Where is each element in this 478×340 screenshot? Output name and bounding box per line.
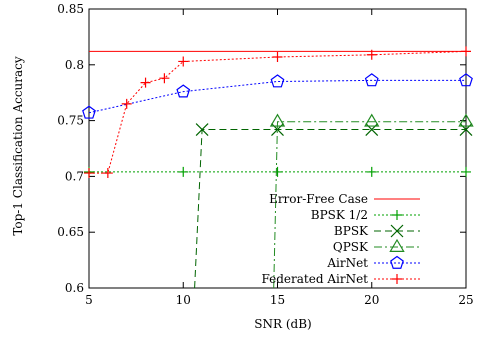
legend-label: BPSK 1/2 bbox=[311, 208, 368, 222]
data-point bbox=[159, 73, 170, 84]
data-point bbox=[82, 105, 96, 119]
y-tick-label: 0.8 bbox=[65, 58, 84, 72]
legend-item: AirNet bbox=[326, 255, 420, 270]
data-point bbox=[364, 113, 380, 127]
series-line bbox=[89, 50, 467, 174]
y-tick-label: 0.65 bbox=[57, 225, 84, 239]
data-point bbox=[366, 166, 377, 177]
data-point bbox=[195, 123, 209, 136]
series-5 bbox=[84, 46, 471, 179]
data-point bbox=[272, 51, 283, 62]
series-3 bbox=[269, 113, 474, 289]
legend-label: AirNet bbox=[326, 256, 368, 270]
y-axis-title: Top-1 Classification Accuracy bbox=[11, 56, 25, 236]
data-point bbox=[270, 74, 285, 88]
y-tick-label: 0.6 bbox=[65, 281, 84, 295]
y-tick-label: 0.75 bbox=[57, 114, 84, 128]
series-line bbox=[273, 121, 466, 289]
data-point bbox=[178, 56, 189, 67]
x-tick-label: 20 bbox=[364, 293, 379, 307]
series-layer bbox=[82, 46, 474, 289]
data-point bbox=[364, 73, 379, 87]
legend-item: BPSK bbox=[334, 224, 420, 238]
y-tick-label: 0.85 bbox=[57, 2, 84, 16]
x-tick-label: 10 bbox=[176, 293, 191, 307]
legend-label: BPSK bbox=[334, 224, 369, 238]
x-axis-title: SNR (dB) bbox=[254, 317, 311, 331]
data-point bbox=[140, 77, 151, 88]
y-tick-label: 0.7 bbox=[65, 169, 84, 183]
series-1 bbox=[84, 166, 471, 177]
legend-label: QPSK bbox=[333, 240, 369, 254]
data-point bbox=[366, 49, 377, 60]
legend-marker bbox=[389, 238, 405, 252]
legend-item: BPSK 1/2 bbox=[311, 208, 420, 222]
data-point bbox=[269, 113, 286, 127]
data-point bbox=[102, 168, 113, 179]
data-point bbox=[461, 46, 471, 57]
x-tick-label: 5 bbox=[85, 293, 93, 307]
legend-item: Error-Free Case bbox=[269, 192, 420, 206]
legend-marker bbox=[392, 210, 402, 220]
data-point bbox=[84, 168, 94, 179]
legend-marker bbox=[390, 255, 404, 269]
x-tick-label: 25 bbox=[458, 293, 473, 307]
legend-item: QPSK bbox=[333, 238, 420, 254]
axes: 5 10 15 20 25 0.6 0.65 0.7 0.75 0.8 0.85 bbox=[57, 2, 473, 307]
data-point bbox=[272, 166, 283, 177]
legend-label: Federated AirNet bbox=[261, 272, 368, 286]
series-line bbox=[88, 79, 466, 114]
legend-marker bbox=[390, 224, 404, 238]
data-point bbox=[176, 84, 191, 98]
legend-marker bbox=[392, 274, 402, 284]
data-point bbox=[121, 98, 132, 109]
series-4 bbox=[82, 73, 473, 119]
legend-item: Federated AirNet bbox=[261, 272, 420, 286]
data-point bbox=[461, 166, 471, 177]
data-point bbox=[458, 113, 474, 127]
legend-label: Error-Free Case bbox=[269, 192, 368, 206]
data-point bbox=[178, 166, 189, 177]
legend: Error-Free Case BPSK 1/2 BPSK QPSK AirNet Fed… bbox=[261, 192, 420, 286]
x-tick-label: 15 bbox=[270, 293, 285, 307]
data-point bbox=[459, 73, 473, 87]
plot-frame bbox=[88, 8, 467, 289]
